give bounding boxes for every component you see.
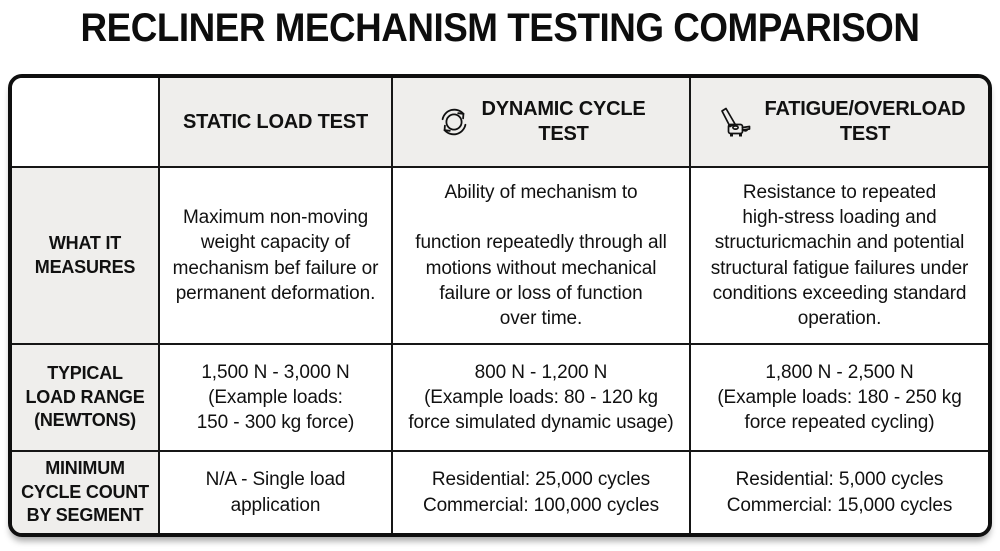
row-header-typical-load-range: TYPICAL LOAD RANGE (NEWTONS) <box>12 345 160 452</box>
column-header-dynamic-cycle-test: DYNAMIC CYCLE TEST <box>393 78 691 168</box>
cycle-arrows-icon <box>436 104 472 140</box>
table-cell-measures-static: Maximum non-moving weight capacity of me… <box>160 168 393 345</box>
column-header-label: FATIGUE/OVERLOAD TEST <box>764 98 966 145</box>
table-cell-load-dynamic: 800 N - 1,200 N (Example loads: 80 - 120… <box>393 345 691 452</box>
page-title: RECLINER MECHANISM TESTING COMPARISON <box>80 6 920 50</box>
table-cell-load-fatigue: 1,800 N - 2,500 N (Example loads: 180 - … <box>691 345 988 452</box>
row-header-what-it-measures: WHAT IT MEASURES <box>12 168 160 345</box>
row-header-minimum-cycle-count: MINIMUM CYCLE COUNT BY SEGMENT <box>12 452 160 533</box>
comparison-table: STATIC LOAD TEST DYNAMIC CYCLE TEST <box>8 74 992 537</box>
column-header-fatigue-overload-test: FATIGUE/OVERLOAD TEST <box>691 78 988 168</box>
table-cell-measures-dynamic: Ability of mechanism to function repeate… <box>393 168 691 345</box>
column-header-label: DYNAMIC CYCLE TEST <box>481 98 646 145</box>
corner-cell <box>12 78 160 168</box>
table-cell-measures-fatigue: Resistance to repeated high-stress loadi… <box>691 168 988 345</box>
recliner-chair-icon <box>714 101 756 143</box>
table-cell-cycles-fatigue: Residential: 5,000 cycles Commercial: 15… <box>691 452 988 533</box>
column-header-label: STATIC LOAD TEST <box>183 110 368 133</box>
table-cell-cycles-static: N/A - Single load application <box>160 452 393 533</box>
row-header-label: TYPICAL LOAD RANGE (NEWTONS) <box>25 363 145 431</box>
table-cell-cycles-dynamic: Residential: 25,000 cycles Commercial: 1… <box>393 452 691 533</box>
comparison-grid: STATIC LOAD TEST DYNAMIC CYCLE TEST <box>12 78 988 533</box>
row-header-label: WHAT IT MEASURES <box>34 233 136 277</box>
column-header-static-load-test: STATIC LOAD TEST <box>160 78 393 168</box>
row-header-label: MINIMUM CYCLE COUNT BY SEGMENT <box>21 458 149 526</box>
table-cell-load-static: 1,500 N - 3,000 N (Example loads: 150 - … <box>160 345 393 452</box>
